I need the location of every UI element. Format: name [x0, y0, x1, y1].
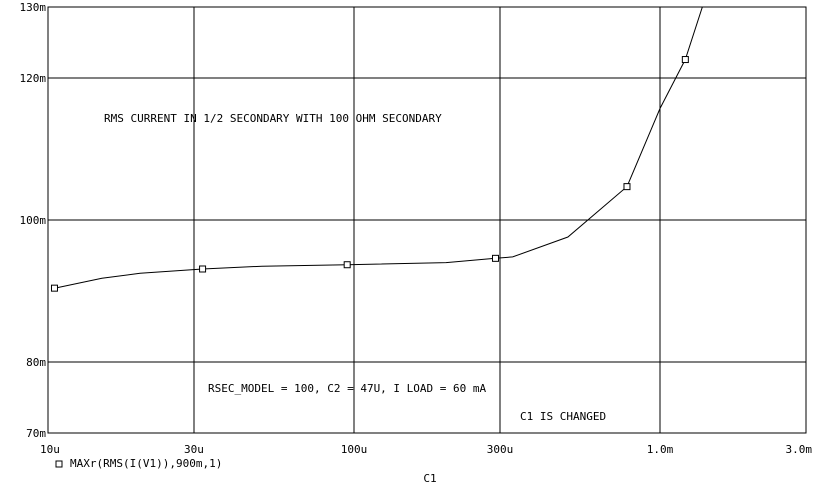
series-marker	[50, 284, 58, 292]
series-marker	[343, 261, 351, 269]
legend-label: MAXr(RMS(I(V1)),900m,1)	[70, 457, 222, 470]
grid	[48, 7, 806, 433]
y-tick-label: 80m	[26, 356, 46, 369]
series-line	[54, 7, 703, 289]
y-tick-label: 120m	[20, 72, 47, 85]
series-marker	[491, 254, 499, 262]
y-tick-label: 130m	[20, 1, 47, 14]
x-tick-label: 100u	[341, 443, 368, 456]
y-tick-label: 100m	[20, 214, 47, 227]
x-axis-title: C1	[423, 472, 436, 485]
x-tick-label: 1.0m	[647, 443, 674, 456]
x-tick-label: 30u	[184, 443, 204, 456]
series-layer	[50, 7, 703, 292]
y-tick-label: 70m	[26, 427, 46, 440]
annotation-c1-changed: C1 IS CHANGED	[520, 410, 606, 423]
x-tick-label: 3.0m	[786, 443, 813, 456]
x-tick-label: 300u	[487, 443, 514, 456]
tick-labels: 10u 30u 100u 300u 1.0m 3.0m 70m 80m 100m 120m 130m	[20, 1, 813, 456]
series-marker	[681, 56, 689, 64]
legend: MAXr(RMS(I(V1)),900m,1)	[55, 457, 222, 470]
annotation-title: RMS CURRENT IN 1/2 SECONDARY WITH 100 OH…	[104, 112, 442, 125]
annotation-params: RSEC_MODEL = 100, C2 = 47U, I LOAD = 60 …	[208, 382, 487, 395]
series-marker	[199, 265, 207, 273]
x-tick-label: 10u	[40, 443, 60, 456]
legend-marker-icon	[55, 460, 63, 468]
annotations: RMS CURRENT IN 1/2 SECONDARY WITH 100 OH…	[104, 112, 606, 423]
series-marker	[623, 183, 631, 191]
